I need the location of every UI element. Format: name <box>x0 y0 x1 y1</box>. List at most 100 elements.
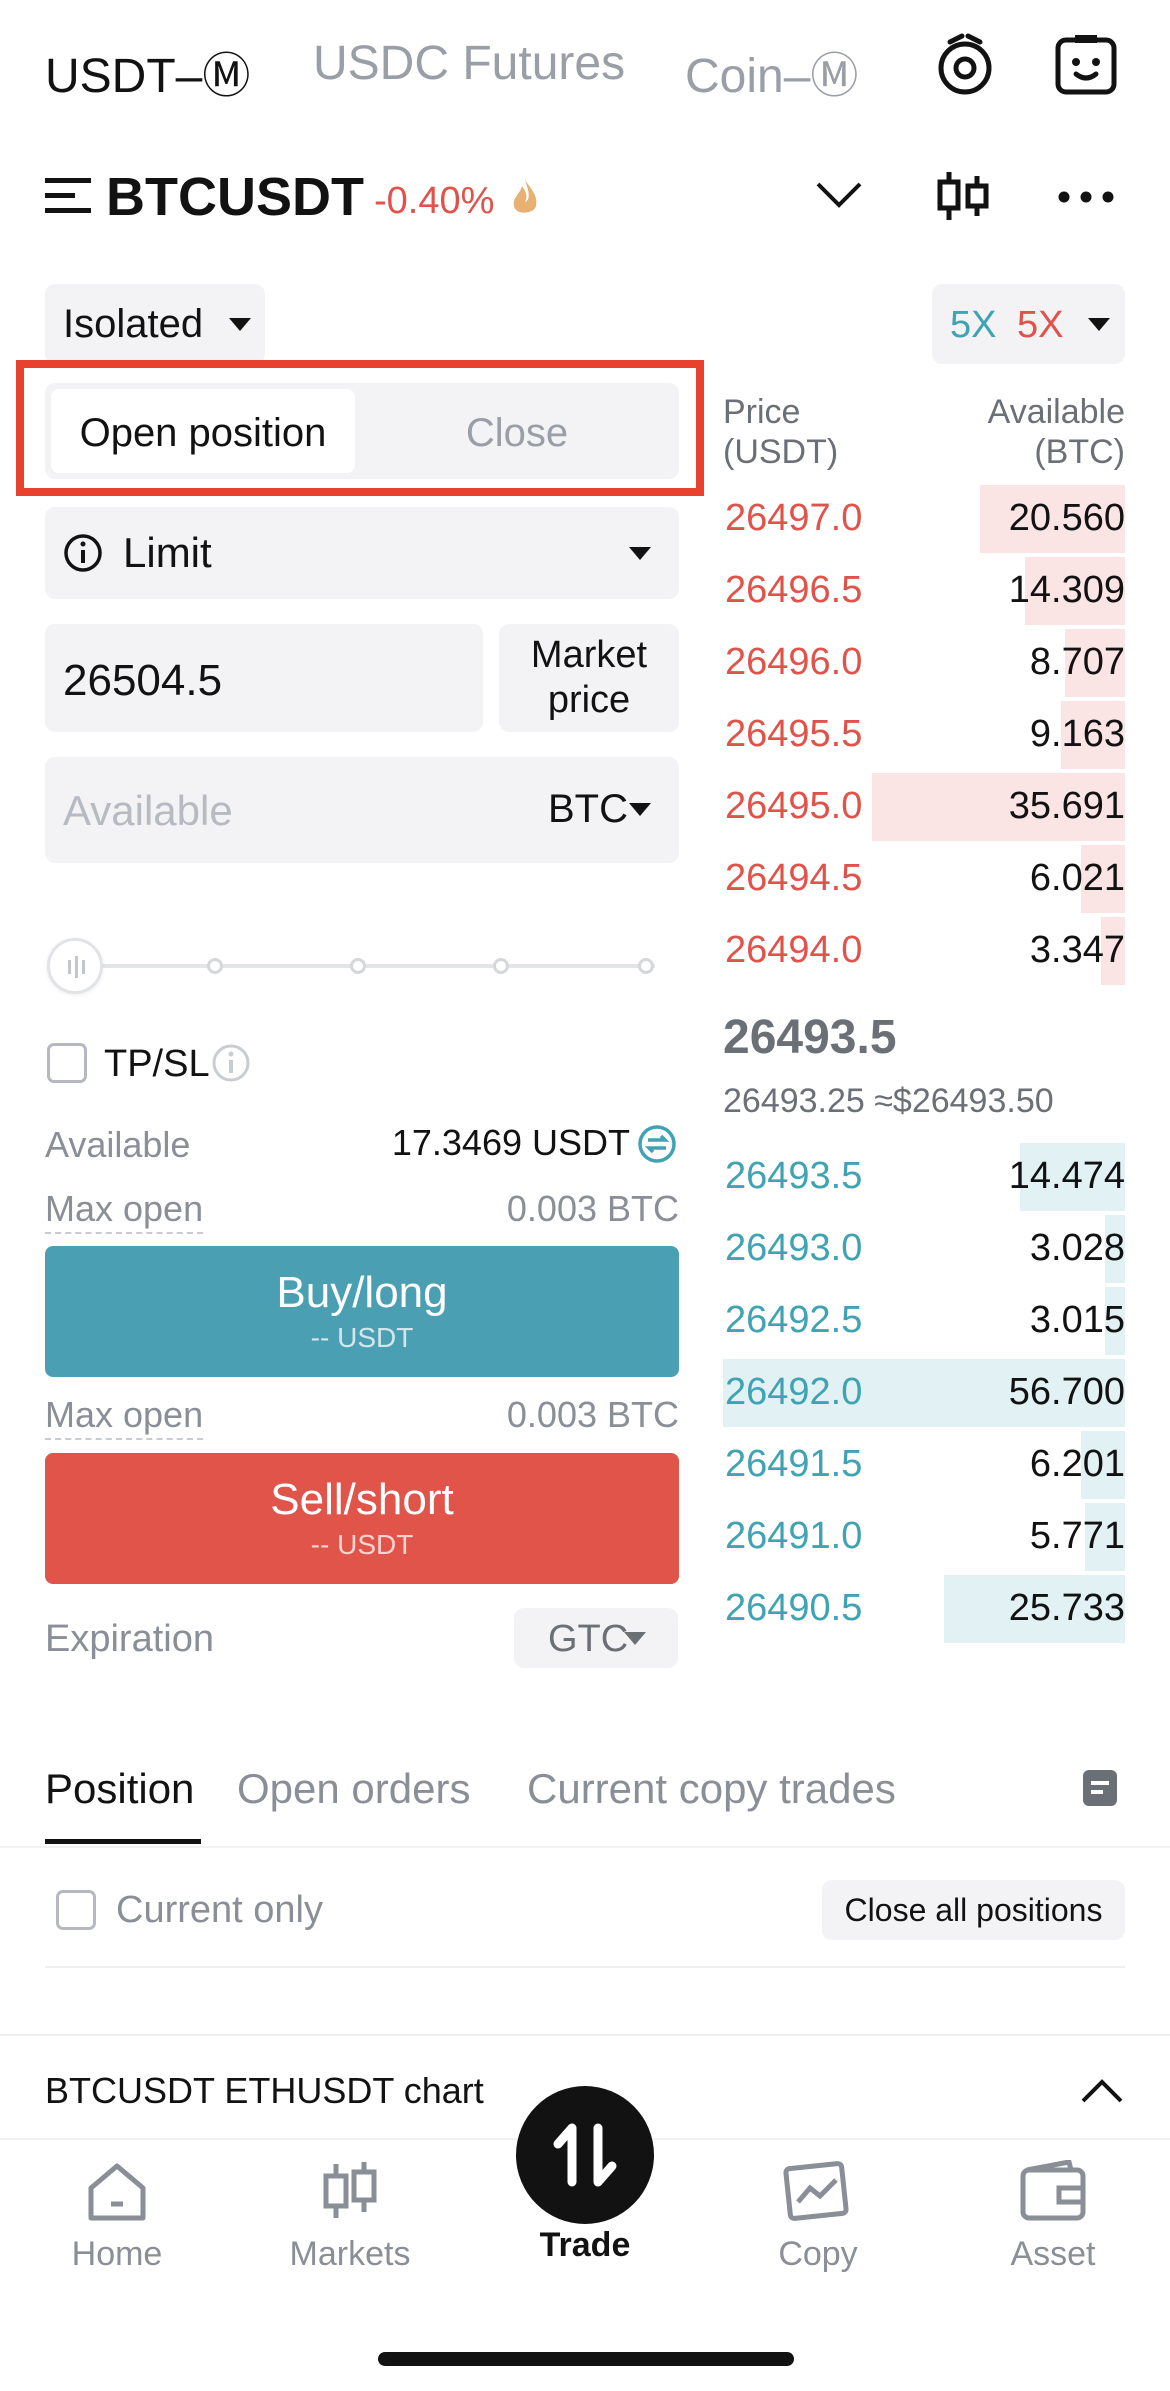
ask-depth-bar <box>1060 701 1125 769</box>
ask-depth-bar <box>1064 629 1125 697</box>
caret-down-icon <box>629 803 651 821</box>
transfer-icon[interactable] <box>637 1124 677 1164</box>
bid-amount: 3.015 <box>1029 1299 1125 1341</box>
expiration-select[interactable]: GTC <box>514 1608 678 1668</box>
pair-symbol[interactable]: BTCUSDT <box>106 167 364 227</box>
bid-row[interactable]: 26492.0 56.700 <box>723 1359 1125 1431</box>
bid-price: 26490.5 <box>725 1587 863 1629</box>
sell-short-button[interactable]: Sell/short -- USDT <box>45 1453 679 1584</box>
margin-mode-label: Isolated <box>63 302 204 346</box>
leverage-select[interactable]: 5X 5X <box>932 284 1125 364</box>
info-icon[interactable] <box>63 533 103 573</box>
max-open-long-label[interactable]: Max open <box>45 1188 204 1234</box>
bid-price: 26491.5 <box>725 1443 863 1485</box>
buy-long-button[interactable]: Buy/long -- USDT <box>45 1246 679 1377</box>
market-price-button[interactable]: Market price <box>499 624 679 732</box>
tab-coin-m[interactable]: Coin–Ⓜ <box>685 50 859 103</box>
ask-row[interactable]: 26496.0 8.707 <box>723 629 1125 701</box>
nav-markets[interactable]: Markets <box>260 2160 440 2274</box>
tab-usdt-m[interactable]: USDT–Ⓜ <box>45 50 251 103</box>
tpsl-checkbox[interactable] <box>47 1043 87 1083</box>
price-input[interactable]: 26504.5 <box>45 624 483 732</box>
ask-row[interactable]: 26495.0 35.691 <box>723 773 1125 845</box>
expiration-value: GTC <box>548 1618 629 1660</box>
order-history-icon[interactable] <box>1081 1768 1119 1808</box>
support-robot-icon[interactable] <box>1053 32 1119 98</box>
trade-center-button[interactable] <box>516 2086 654 2224</box>
chevron-up-icon[interactable] <box>1080 2078 1124 2104</box>
last-price: 26493.5 <box>723 1011 897 1064</box>
tab-close-label: Close <box>465 411 569 455</box>
ask-row[interactable]: 26494.0 3.347 <box>723 917 1125 989</box>
nav-markets-label: Markets <box>289 2235 411 2273</box>
bid-price: 26493.5 <box>725 1155 863 1197</box>
quantity-input[interactable]: Available BTC <box>45 757 679 863</box>
ob-price-header: Price <box>723 393 801 431</box>
info-icon[interactable] <box>211 1043 251 1083</box>
divider <box>45 1966 1125 1968</box>
bid-price: 26491.0 <box>725 1515 863 1557</box>
candlestick-chart-icon[interactable] <box>935 170 991 222</box>
chevron-down-icon[interactable] <box>815 180 863 210</box>
bid-row[interactable]: 26493.5 14.474 <box>723 1143 1125 1215</box>
ask-row[interactable]: 26494.5 6.021 <box>723 845 1125 917</box>
tab-usdc-futures[interactable]: USDC Futures <box>313 37 626 90</box>
ask-depth-bar <box>1024 557 1125 625</box>
home-icon <box>88 2163 146 2221</box>
menu-icon[interactable] <box>45 176 91 214</box>
caret-down-icon <box>229 318 251 336</box>
nav-asset[interactable]: Asset <box>963 2159 1143 2274</box>
ask-amount: 6.021 <box>1029 857 1125 899</box>
ask-depth-bar <box>1080 845 1125 913</box>
tab-open-position[interactable]: Open position <box>51 389 355 473</box>
ask-price: 26494.0 <box>725 929 863 971</box>
caret-down-icon <box>629 547 651 565</box>
bid-amount: 5.771 <box>1029 1515 1125 1557</box>
ask-amount: 8.707 <box>1029 641 1125 683</box>
nav-asset-label: Asset <box>1010 2235 1096 2273</box>
buy-long-label: Buy/long <box>276 1268 448 1317</box>
slider-handle[interactable] <box>47 938 103 994</box>
camera-scan-icon[interactable] <box>932 32 998 98</box>
tab-open-position-label: Open position <box>79 411 327 455</box>
tab-current-copy-trades[interactable]: Current copy trades <box>527 1765 896 1812</box>
bid-amount: 6.201 <box>1029 1443 1125 1485</box>
ask-amount: 35.691 <box>1008 785 1125 827</box>
bid-row[interactable]: 26490.5 25.733 <box>723 1575 1125 1647</box>
bid-row[interactable]: 26491.5 6.201 <box>723 1431 1125 1503</box>
quantity-unit[interactable]: BTC <box>548 787 628 831</box>
max-open-long-value: 0.003 BTC <box>506 1188 679 1229</box>
more-options-icon[interactable] <box>1058 190 1114 203</box>
close-all-positions-button[interactable]: Close all positions <box>822 1880 1125 1940</box>
available-label: Available <box>45 1124 191 1165</box>
quantity-placeholder: Available <box>63 787 233 834</box>
ask-amount: 14.309 <box>1008 569 1125 611</box>
bid-row[interactable]: 26491.0 5.771 <box>723 1503 1125 1575</box>
expiration-label: Expiration <box>45 1618 214 1660</box>
tab-position[interactable]: Position <box>45 1765 195 1812</box>
bid-price: 26492.0 <box>725 1371 863 1413</box>
margin-mode-select[interactable]: Isolated <box>45 284 265 364</box>
bid-row[interactable]: 26492.5 3.015 <box>723 1287 1125 1359</box>
pair-change: -0.40% <box>374 180 495 222</box>
chart-bar-label[interactable]: BTCUSDT ETHUSDT chart <box>45 2070 484 2111</box>
tab-close[interactable]: Close <box>365 389 669 473</box>
asset-icon <box>1020 2159 1086 2221</box>
bid-depth-bar <box>944 1575 1125 1643</box>
max-open-short-label[interactable]: Max open <box>45 1394 204 1440</box>
buy-long-sub: -- USDT <box>310 1322 414 1353</box>
current-only-checkbox[interactable] <box>56 1890 96 1930</box>
nav-copy[interactable]: Copy <box>728 2160 908 2274</box>
ask-row[interactable]: 26497.0 20.560 <box>723 485 1125 557</box>
tab-open-orders[interactable]: Open orders <box>237 1765 471 1812</box>
ask-row[interactable]: 26495.5 9.163 <box>723 701 1125 773</box>
caret-down-icon <box>1088 318 1110 336</box>
order-type-select[interactable]: Limit <box>45 507 679 599</box>
ask-row[interactable]: 26496.5 14.309 <box>723 557 1125 629</box>
bid-row[interactable]: 26493.0 3.028 <box>723 1215 1125 1287</box>
markets-icon <box>323 2162 377 2218</box>
divider <box>0 1846 1170 1848</box>
nav-home[interactable]: Home <box>27 2160 207 2274</box>
quantity-slider[interactable] <box>45 936 665 996</box>
nav-trade[interactable]: Trade <box>495 2226 675 2265</box>
